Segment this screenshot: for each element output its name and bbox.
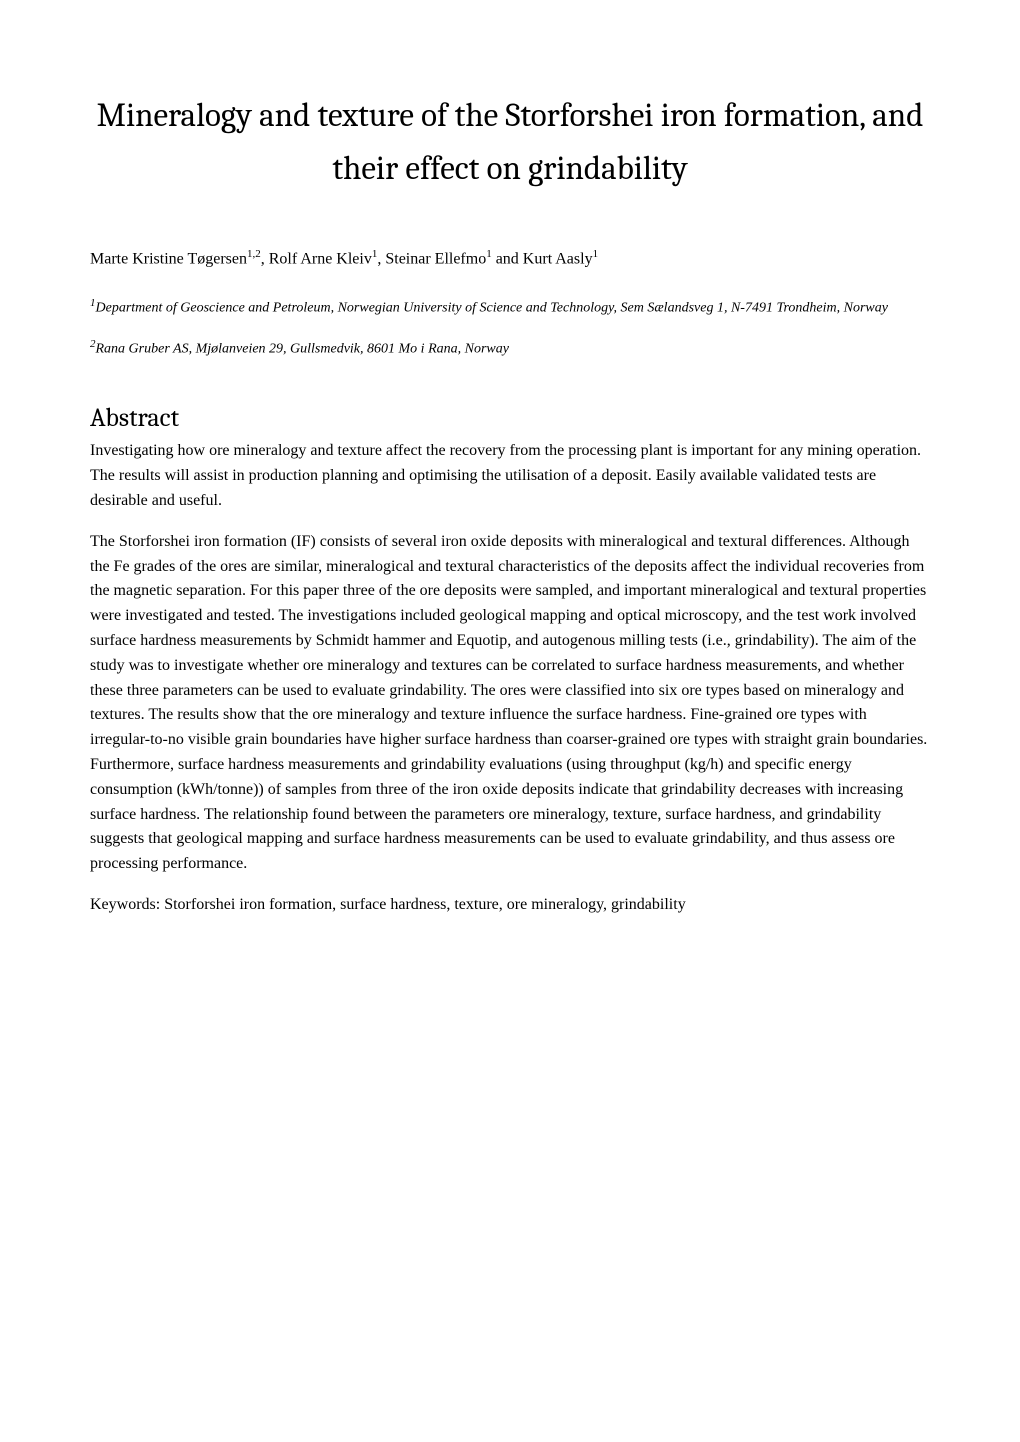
keywords-line: Keywords: Storforshei iron formation, su… (90, 893, 930, 918)
authors-line: Marte Kristine Tøgersen1,2, Rolf Arne Kl… (90, 246, 930, 271)
abstract-paragraph-1: Investigating how ore mineralogy and tex… (90, 439, 930, 513)
paper-title: Mineralogy and texture of the Storforshe… (90, 90, 930, 196)
affiliation-text: Rana Gruber AS, Mjølanveien 29, Gullsmed… (96, 342, 509, 357)
affiliation-1: 1Department of Geoscience and Petroleum,… (90, 293, 930, 322)
affiliation-text: Department of Geoscience and Petroleum, … (96, 301, 888, 316)
abstract-paragraph-2: The Storforshei iron formation (IF) cons… (90, 530, 930, 877)
abstract-heading: Abstract (90, 403, 930, 433)
affiliation-2: 2Rana Gruber AS, Mjølanveien 29, Gullsme… (90, 334, 930, 363)
